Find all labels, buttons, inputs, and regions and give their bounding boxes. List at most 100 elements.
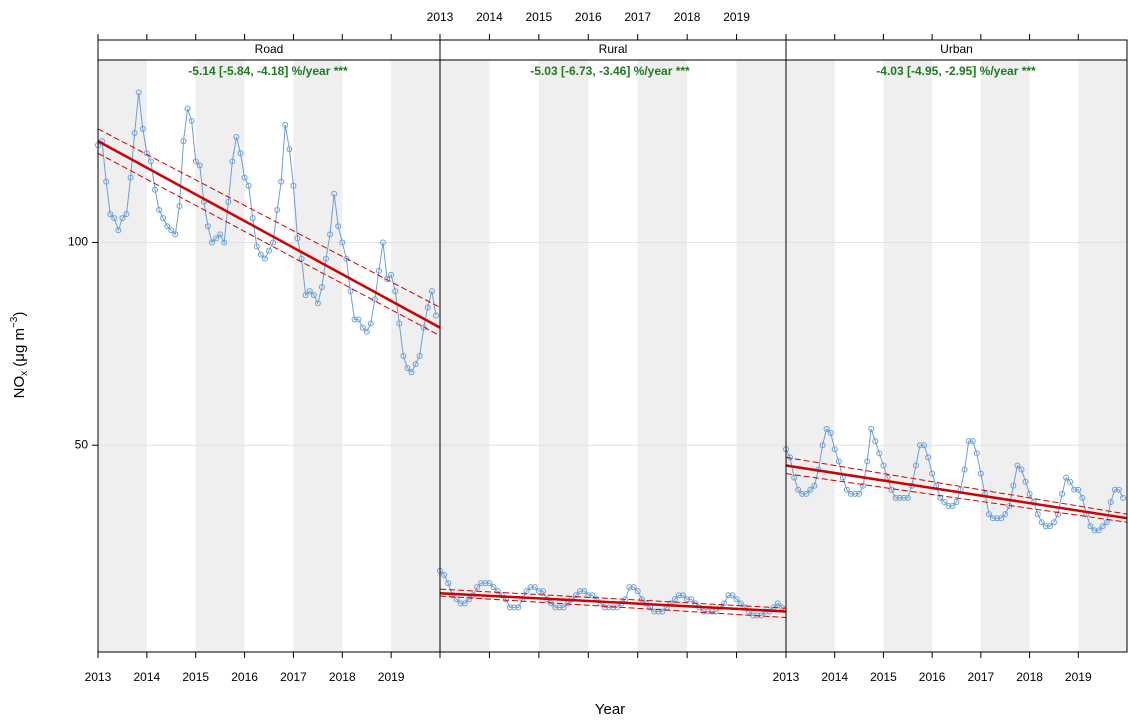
data-point (651, 608, 658, 615)
x-tick-label: 2019 (723, 10, 750, 24)
data-point (953, 498, 960, 505)
data-point (941, 498, 948, 505)
data-point (367, 320, 374, 327)
y-axis-label: NOx (μg m−3) (9, 312, 30, 399)
data-point (969, 438, 976, 445)
data-point (229, 158, 236, 165)
data-point (115, 227, 122, 234)
data-point (343, 255, 350, 262)
x-tick-label: 2019 (378, 670, 405, 684)
x-tick-label: 2017 (624, 10, 651, 24)
data-point (872, 438, 879, 445)
trend-line (439, 591, 787, 613)
data-line (97, 92, 437, 374)
data-point (1038, 519, 1045, 526)
data-point (123, 211, 130, 218)
data-point (556, 604, 563, 611)
data-point (998, 515, 1005, 522)
data-point (700, 608, 707, 615)
x-tick-label: 2019 (1065, 670, 1092, 684)
data-point (241, 174, 248, 181)
data-point (961, 466, 968, 473)
year-band (98, 60, 147, 652)
x-tick-label: 2014 (821, 670, 848, 684)
data-point (310, 292, 317, 299)
data-point (135, 89, 142, 96)
data-point (916, 442, 923, 449)
data-point (601, 604, 608, 611)
data-point (708, 608, 715, 615)
data-point (577, 588, 584, 595)
data-point (156, 207, 163, 214)
y-label-sub: x (19, 371, 30, 376)
data-point (266, 247, 272, 254)
data-point (864, 458, 871, 465)
data-point (347, 288, 354, 295)
x-tick-label: 2014 (134, 670, 161, 684)
data-point (420, 324, 427, 331)
data-point (1010, 482, 1017, 489)
data-point (196, 162, 203, 169)
data-point (985, 511, 992, 518)
data-point (896, 494, 903, 501)
data-point (921, 442, 928, 449)
data-point (490, 584, 497, 591)
year-band (440, 60, 490, 652)
data-point (388, 271, 395, 278)
data-point (384, 275, 391, 282)
data-point (1054, 511, 1061, 518)
data-point (795, 486, 802, 493)
trend-line (97, 139, 441, 329)
year-band (883, 60, 933, 652)
data-point (249, 215, 256, 222)
trend-ci-upper (439, 588, 787, 609)
data-point (945, 503, 952, 510)
x-tick-label: 2018 (329, 670, 356, 684)
data-point (774, 600, 781, 607)
x-tick-label: 2016 (575, 10, 602, 24)
data-point (1050, 519, 1057, 526)
data-point (217, 231, 224, 238)
data-point (257, 251, 264, 258)
data-point (351, 316, 358, 323)
data-point (379, 239, 386, 246)
x-tick-label: 2015 (526, 10, 553, 24)
data-point (675, 592, 682, 599)
data-point (363, 328, 370, 335)
data-line (785, 428, 1124, 531)
data-point (494, 588, 501, 595)
data-point (535, 588, 542, 595)
data-point (428, 288, 435, 295)
data-point (237, 150, 244, 157)
data-point (925, 454, 932, 461)
data-point (876, 450, 883, 457)
data-point (486, 580, 493, 587)
x-tick-label: 2018 (674, 10, 701, 24)
data-point (733, 596, 740, 603)
data-point (507, 604, 514, 611)
data-point (1103, 519, 1110, 526)
data-point (655, 608, 662, 615)
data-point (445, 580, 452, 587)
data-point (192, 158, 199, 165)
data-point (213, 235, 220, 242)
data-point (474, 584, 481, 591)
x-tick-label: 2015 (182, 670, 209, 684)
x-tick-label: 2013 (773, 670, 800, 684)
data-point (432, 312, 439, 319)
trend-ci-lower (785, 473, 1128, 523)
data-point (290, 182, 297, 189)
data-point (478, 580, 485, 587)
data-point (1099, 523, 1106, 530)
data-point (160, 215, 167, 222)
data-point (973, 450, 980, 457)
data-point (1046, 523, 1053, 530)
data-point (965, 438, 972, 445)
data-point (253, 243, 260, 250)
panel-frame (785, 59, 1128, 653)
data-point (221, 239, 228, 246)
data-point (416, 353, 423, 359)
data-point (807, 486, 814, 493)
data-point (119, 215, 126, 222)
data-point (778, 604, 785, 611)
